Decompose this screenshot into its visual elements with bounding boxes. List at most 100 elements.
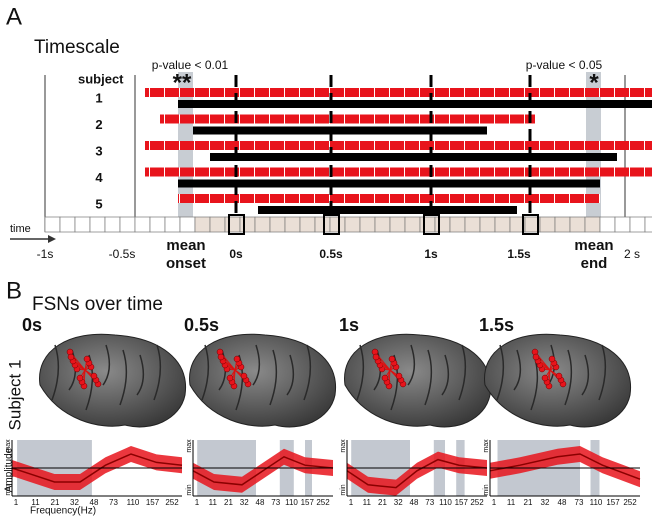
time-cell xyxy=(255,217,270,232)
electrode xyxy=(542,375,548,381)
time-cell xyxy=(195,217,210,232)
y-max-label: max xyxy=(340,439,347,453)
y-max-label: max xyxy=(483,439,490,453)
freq-tick-label: 11 xyxy=(209,498,218,507)
time-tick-label: 0s xyxy=(229,247,243,261)
time-cell xyxy=(465,217,480,232)
time-tick-label: -0.5s xyxy=(109,247,136,261)
freq-tick-label: 73 xyxy=(109,498,118,507)
electrode xyxy=(227,375,233,381)
brain xyxy=(190,334,336,427)
freq-tick-label: 73 xyxy=(575,498,584,507)
y-min-label: min xyxy=(5,484,12,495)
freq-tick-label: 110 xyxy=(285,498,298,507)
electrode xyxy=(382,375,388,381)
time-cell xyxy=(375,217,390,232)
time-cell xyxy=(570,217,585,232)
time-cell xyxy=(135,217,150,232)
time-heading: 0s xyxy=(22,315,42,335)
time-cell xyxy=(180,217,195,232)
freq-tick-label: 1 xyxy=(195,498,200,507)
time-cell xyxy=(420,217,435,232)
time-cell xyxy=(120,217,135,232)
panel-title: Timescale xyxy=(34,37,120,58)
electrode xyxy=(91,373,97,379)
trial-red xyxy=(160,115,535,124)
time-tick-label: 1s xyxy=(424,247,438,261)
freq-tick-label: 157 xyxy=(455,498,469,507)
freq-tick-label: 21 xyxy=(51,498,60,507)
freq-tick-label: 48 xyxy=(256,498,265,507)
electrode xyxy=(373,354,379,360)
freq-tick-label: 252 xyxy=(165,498,179,507)
panel-label: B xyxy=(6,277,22,304)
freq-tick-label: 32 xyxy=(394,498,403,507)
figure: A Timescale subject B FSNs over time Sub… xyxy=(0,0,652,519)
time-tick-label: 1.5s xyxy=(507,247,531,261)
trial-black xyxy=(178,100,652,108)
trial-red xyxy=(145,88,652,97)
freq-tick-label: 73 xyxy=(271,498,280,507)
freq-tick-label: 110 xyxy=(590,498,603,507)
freq-tick-label: 48 xyxy=(90,498,99,507)
time-cell xyxy=(225,217,240,232)
time-cell xyxy=(585,217,600,232)
time-cell xyxy=(555,217,570,232)
freq-tick-label: 48 xyxy=(558,498,567,507)
trial-red xyxy=(145,168,652,177)
panel-label: A xyxy=(6,3,22,30)
freq-tick-label: 1 xyxy=(14,498,19,507)
mean-label: mean xyxy=(166,237,205,254)
freq-tick-label: 11 xyxy=(31,498,40,507)
electrode xyxy=(533,354,539,360)
electrode xyxy=(396,373,402,379)
subject-header: subject xyxy=(78,71,124,86)
time-cell xyxy=(90,217,105,232)
freq-tick-label: 110 xyxy=(127,498,140,507)
freq-tick-label: 252 xyxy=(623,498,637,507)
time-cell xyxy=(435,217,450,232)
trial-black xyxy=(178,180,600,188)
freq-tick-label: 21 xyxy=(224,498,233,507)
electrode xyxy=(68,354,74,360)
freq-tick-label: 32 xyxy=(70,498,79,507)
time-cell xyxy=(495,217,510,232)
freq-tick-label: 110 xyxy=(439,498,452,507)
time-cell xyxy=(345,217,360,232)
brain xyxy=(40,334,186,427)
time-cell xyxy=(285,217,300,232)
y-max-label: max xyxy=(186,439,193,453)
significance-stars: * xyxy=(589,69,599,96)
trial-red xyxy=(145,141,652,150)
time-cell xyxy=(315,217,330,232)
time-tick-label: 2 s xyxy=(624,247,640,261)
freq-tick-label: 157 xyxy=(606,498,620,507)
electrode xyxy=(241,373,247,379)
electrode xyxy=(77,375,83,381)
time-cell xyxy=(390,217,405,232)
freq-tick-label: 1 xyxy=(349,498,354,507)
freq-tick-label: 48 xyxy=(410,498,419,507)
time-cell xyxy=(300,217,315,232)
time-cell xyxy=(540,217,555,232)
time-cell xyxy=(630,217,645,232)
electrode xyxy=(549,356,555,362)
row-label: Subject 1 xyxy=(5,360,24,431)
time-heading: 1s xyxy=(339,315,359,335)
mean-label: mean xyxy=(574,237,613,254)
subject-id: 3 xyxy=(95,143,102,158)
time-heading: 0.5s xyxy=(184,315,219,335)
trial-red xyxy=(178,194,600,203)
panel-title: FSNs over time xyxy=(32,294,163,315)
time-cell xyxy=(615,217,630,232)
time-cell xyxy=(210,217,225,232)
electrode xyxy=(84,356,90,362)
time-cell xyxy=(75,217,90,232)
freq-tick-label: 157 xyxy=(146,498,160,507)
freq-tick-label: 157 xyxy=(301,498,315,507)
electrode xyxy=(218,354,224,360)
time-tick-label: -1s xyxy=(37,247,54,261)
brain xyxy=(345,334,491,427)
time-label: time xyxy=(10,223,31,235)
time-cell xyxy=(405,217,420,232)
